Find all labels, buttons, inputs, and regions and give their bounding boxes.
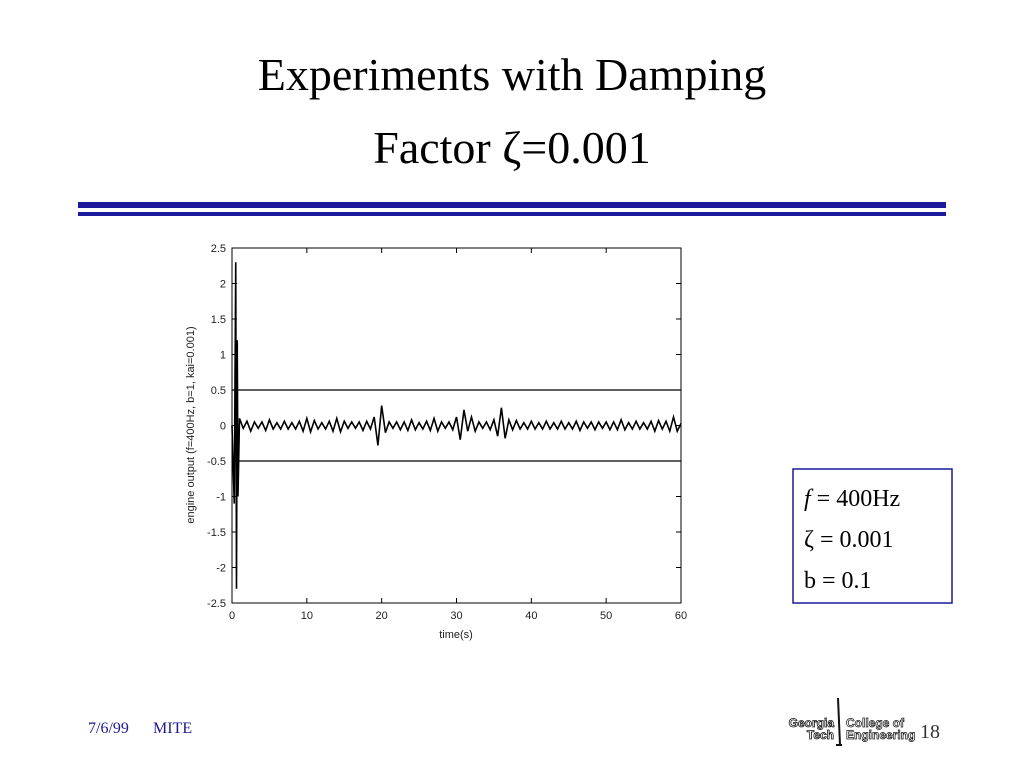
y-axis-label: engine output (f=400Hz, b=1, kai=0.001) [185, 326, 197, 523]
signal-line [231, 262, 682, 589]
x-tick-label: 40 [525, 610, 537, 622]
logo-text: Georgia [789, 716, 835, 730]
y-tick-label: 1.5 [211, 314, 226, 326]
y-tick-label: -1.5 [207, 527, 226, 539]
param-symbol: b [804, 568, 816, 594]
x-tick-label: 60 [675, 610, 687, 622]
param: b = 0.1 [804, 568, 872, 594]
slide-title: Factor ζ=0.001 [373, 122, 651, 173]
rule [78, 212, 946, 216]
param-value: = 0.1 [822, 568, 872, 594]
param-value: = 400Hz [817, 486, 901, 512]
y-tick-label: -1 [216, 492, 226, 504]
rule [78, 202, 946, 208]
y-tick-label: 0.5 [211, 385, 226, 397]
y-tick-label: -2.5 [207, 598, 226, 610]
y-tick-label: -2 [216, 563, 226, 575]
x-tick-label: 10 [301, 610, 313, 622]
logo-text: Tech [807, 728, 834, 742]
param-value: = 0.001 [820, 527, 894, 553]
y-tick-label: 0 [220, 421, 226, 433]
plot-frame [231, 247, 682, 604]
chart: time(s) engine output (f=400Hz, b=1, kai… [185, 243, 687, 641]
param-box [792, 468, 953, 604]
y-tick-label: 2 [220, 279, 226, 291]
param: f = 400Hz [804, 486, 900, 512]
x-tick-label: 0 [229, 610, 235, 622]
footer-label: MITE [153, 720, 192, 737]
y-tick-label: 1 [220, 350, 226, 362]
x-tick-label: 20 [376, 610, 388, 622]
logo-text: College of [846, 716, 905, 730]
x-axis-label: time(s) [439, 629, 473, 641]
page-number: 18 [920, 721, 940, 743]
param-symbol: ζ [804, 527, 814, 553]
y-tick-label: -0.5 [207, 456, 226, 468]
x-tick-label: 50 [600, 610, 612, 622]
x-tick-label: 30 [450, 610, 462, 622]
param: ζ = 0.001 [804, 527, 893, 553]
y-tick-label: 2.5 [211, 243, 226, 255]
logo-text: Engineering [846, 728, 915, 742]
logo: Georgia Tech College of Engineering [788, 697, 916, 746]
footer-date: 7/6/99 [88, 720, 129, 737]
logo-mark [836, 697, 842, 746]
param-symbol: f [804, 486, 814, 512]
slide-title: Experiments with Damping [258, 49, 766, 100]
